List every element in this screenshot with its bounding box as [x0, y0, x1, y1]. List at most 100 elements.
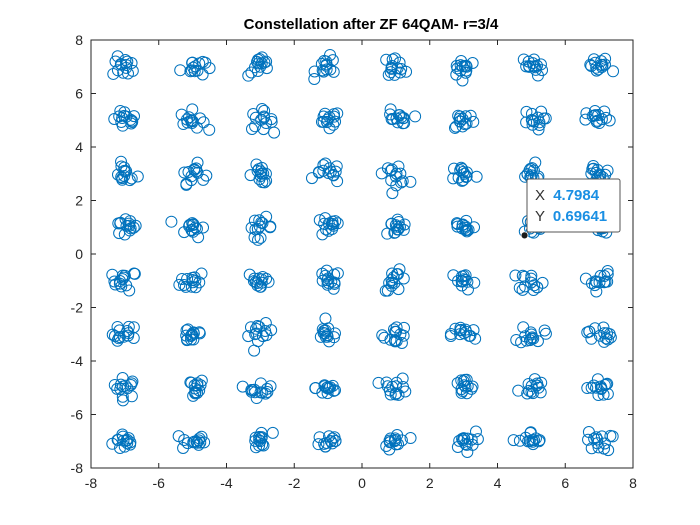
scatter-point: [242, 69, 255, 82]
scatter-point: [318, 324, 331, 337]
datatip[interactable]: X 4.7984 Y 0.69641: [520, 178, 621, 240]
scatter-point: [259, 324, 272, 337]
scatter-point: [384, 388, 397, 401]
y-axis: 8 6 4 2 0 -2 -4 -6 -8: [71, 32, 633, 476]
scatter-point: [394, 66, 407, 79]
scatter-point: [111, 382, 124, 395]
y-tick-label: 6: [75, 86, 83, 102]
scatter-point: [124, 113, 137, 126]
scatter-point: [165, 215, 178, 228]
x-tick-label: 0: [358, 475, 366, 491]
scatter-point: [396, 175, 409, 188]
scatter-point: [321, 329, 334, 342]
scatter-point: [528, 53, 541, 66]
scatter-point: [326, 437, 339, 450]
scatter-point: [328, 276, 341, 289]
scatter-point: [395, 111, 408, 124]
scatter-point: [236, 380, 249, 393]
scatter-point: [388, 226, 401, 239]
scatter-point: [601, 387, 614, 400]
scatter-point: [192, 438, 205, 451]
scatter-point: [319, 157, 332, 170]
scatter-point: [246, 122, 258, 135]
scatter-point: [391, 268, 404, 281]
scatter-point: [531, 377, 544, 390]
scatter-point: [317, 164, 330, 177]
scatter-point: [400, 65, 413, 78]
scatter-point: [378, 331, 391, 344]
scatter-point: [182, 166, 195, 179]
scatter-point: [194, 112, 207, 125]
scatter-point: [590, 381, 603, 394]
scatter-point: [322, 277, 335, 289]
scatter-point: [539, 112, 552, 125]
scatter-point: [404, 175, 417, 188]
scatter-point: [388, 68, 401, 81]
scatter-point: [469, 425, 482, 438]
scatter-point: [455, 383, 468, 396]
scatter-point: [323, 335, 336, 348]
scatter-point: [321, 387, 334, 400]
scatter-point: [248, 214, 261, 227]
scatter-point: [329, 384, 341, 397]
scatter-point: [524, 334, 536, 347]
scatter-point: [372, 376, 385, 389]
scatter-point: [180, 324, 193, 337]
y-tick-label: 2: [75, 193, 83, 209]
scatter-point: [383, 443, 396, 456]
scatter-point: [180, 177, 193, 190]
scatter-point: [122, 329, 135, 342]
axes-box: [90, 39, 634, 469]
scatter-point: [121, 382, 134, 395]
scatter-point: [265, 113, 278, 126]
scatter-point: [125, 117, 138, 130]
scatter-point: [598, 442, 611, 455]
scatter-point: [525, 272, 538, 285]
scatter-point: [398, 116, 411, 129]
scatter-point: [313, 214, 326, 227]
scatter-point: [529, 156, 542, 169]
y-tick-label: -4: [71, 353, 84, 369]
scatter-point: [392, 438, 405, 451]
scatter-point: [115, 280, 128, 293]
scatter-point: [113, 275, 126, 288]
scatter-point: [250, 441, 262, 454]
scatter-point: [382, 68, 395, 81]
scatter-point: [253, 214, 266, 227]
scatter-point: [191, 156, 204, 169]
scatter-point: [519, 431, 532, 444]
scatter-point: [518, 270, 531, 283]
scatter-point: [113, 324, 126, 337]
scatter-point: [108, 113, 121, 126]
datatip-x-label: X: [535, 187, 545, 204]
scatter-point: [195, 267, 208, 280]
scatter-point: [390, 167, 403, 180]
scatter-point: [193, 276, 206, 289]
scatter-point: [257, 110, 270, 123]
scatter-point: [581, 382, 594, 395]
scatter-point: [186, 274, 199, 287]
datatip-box[interactable]: [526, 178, 621, 233]
scatter-point: [178, 434, 191, 446]
scatter-point: [317, 159, 330, 172]
scatter-point: [257, 167, 270, 180]
scatter-point: [404, 432, 417, 445]
scatter-point: [585, 332, 598, 345]
scatter-point: [180, 178, 193, 191]
scatter-point: [120, 219, 133, 232]
scatter-point: [308, 72, 321, 85]
scatter-point: [177, 441, 190, 454]
scatter-point: [258, 104, 271, 117]
scatter-point: [593, 329, 606, 342]
scatter-point: [193, 432, 206, 445]
scatter-point: [461, 283, 474, 296]
scatter-point: [390, 335, 403, 348]
scatter-point: [177, 118, 190, 131]
scatter-point: [247, 107, 260, 120]
scatter-point: [254, 170, 267, 183]
scatter-point: [395, 434, 408, 447]
scatter-point: [319, 440, 332, 453]
scatter-point: [390, 112, 403, 125]
scatter-point: [327, 65, 340, 78]
scatter-point: [117, 271, 130, 284]
